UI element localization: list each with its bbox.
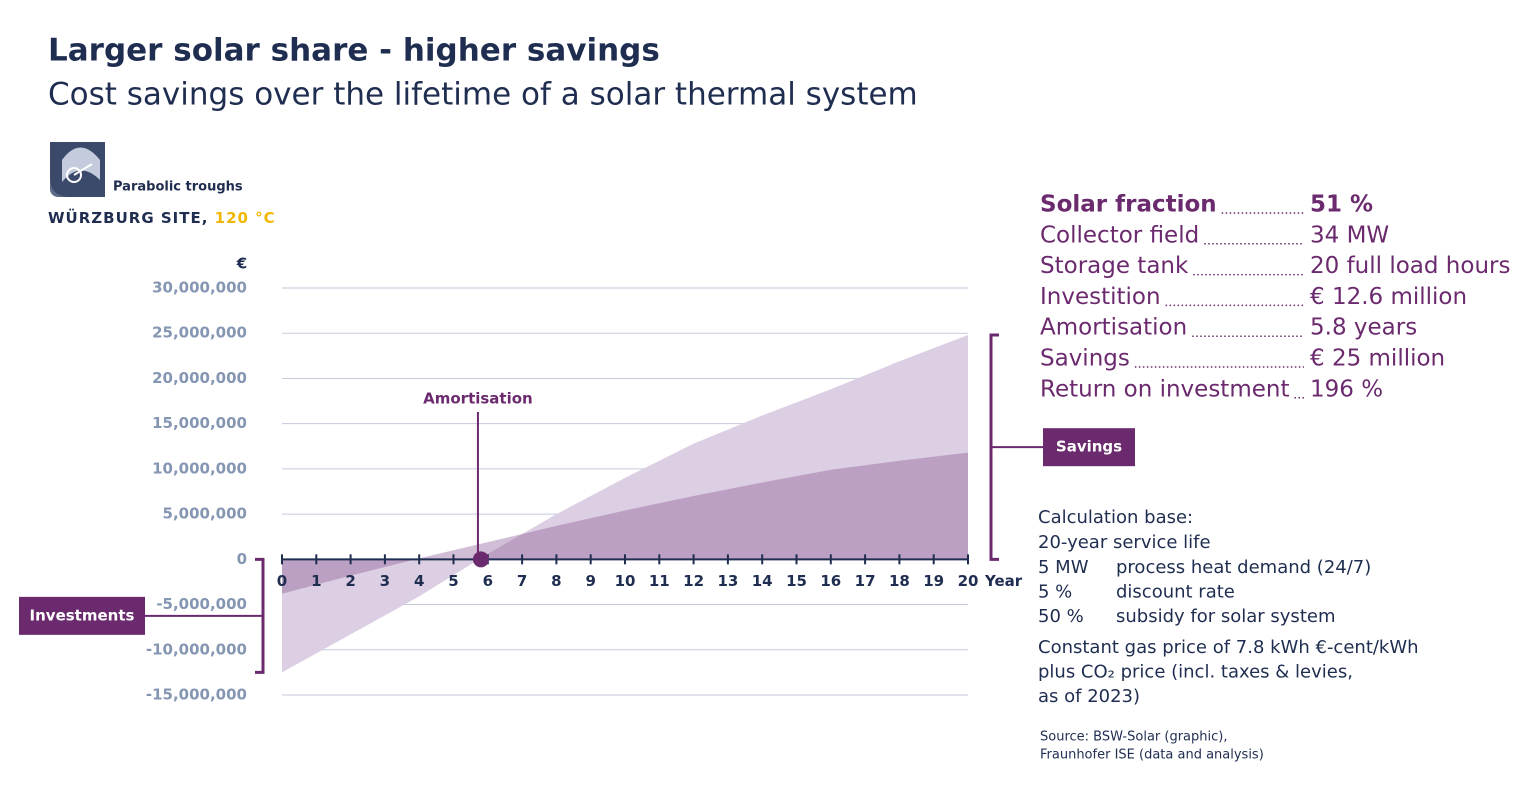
investments-box bbox=[19, 596, 145, 635]
x-tick-label: 18 bbox=[889, 572, 910, 590]
x-tick-label: 7 bbox=[517, 572, 527, 590]
key-label: Collector field bbox=[1040, 222, 1199, 248]
calc-key: 5 % bbox=[1038, 582, 1072, 603]
key-label: Return on investment bbox=[1040, 376, 1289, 402]
key-label: Savings bbox=[1040, 346, 1130, 372]
source: Fraunhofer ISE (data and analysis) bbox=[1040, 748, 1264, 763]
key-label: Amortisation bbox=[1040, 315, 1187, 341]
plot: -15,000,000 -10,000,000 -5,000,000 0 5,000,0… bbox=[19, 279, 1135, 704]
technology: Parabolic troughs bbox=[113, 180, 243, 195]
calc-desc: process heat demand (24/7) bbox=[1116, 557, 1371, 578]
x-tick-label: 9 bbox=[585, 572, 595, 590]
site-name: WÜRZBURG SITE, bbox=[48, 208, 215, 227]
y-tick-label: 15,000,000 bbox=[152, 414, 247, 432]
x-tick-label: 20 bbox=[958, 572, 979, 590]
y-tick-label: 0 bbox=[237, 550, 247, 568]
x-tick-label: 15 bbox=[786, 572, 807, 590]
x-tick-label: 14 bbox=[752, 572, 773, 590]
x-tick-label: 19 bbox=[923, 572, 944, 590]
amortisation-label: Amortisation bbox=[423, 390, 533, 408]
key-value: 34 MW bbox=[1310, 222, 1389, 248]
calc-desc: subsidy for solar system bbox=[1116, 606, 1335, 627]
x-tick-label: 13 bbox=[717, 572, 738, 590]
x-tick-label: 17 bbox=[855, 572, 876, 590]
y-tick-label: 5,000,000 bbox=[163, 505, 247, 523]
x-tick-label: 10 bbox=[615, 572, 636, 590]
x-tick-label: 16 bbox=[820, 572, 841, 590]
key-value: 196 % bbox=[1310, 376, 1383, 402]
amortisation-point bbox=[472, 551, 489, 568]
y-tick-label: -10,000,000 bbox=[146, 640, 247, 658]
y-tick-label: -15,000,000 bbox=[146, 686, 247, 704]
calc-key: 5 MW bbox=[1038, 557, 1089, 578]
x-tick-label: 12 bbox=[683, 572, 704, 590]
source: Source: BSW-Solar (graphic), bbox=[1040, 730, 1227, 745]
calculation-base: Calculation base: 20-year service life 5 M… bbox=[1038, 507, 1419, 763]
key-value: € 12.6 million bbox=[1310, 284, 1467, 310]
x-tick-label: 3 bbox=[380, 572, 390, 590]
key-value: 20 full load hours bbox=[1310, 253, 1510, 279]
y-tick-label: 20,000,000 bbox=[152, 369, 247, 387]
calc-note: as of 2023) bbox=[1038, 686, 1140, 707]
key-label: Storage tank bbox=[1040, 253, 1189, 279]
y-unit: € bbox=[236, 255, 247, 273]
savings-label: Savings bbox=[1056, 438, 1122, 456]
title: Larger solar share - higher savings bbox=[48, 33, 660, 69]
calc-desc: discount rate bbox=[1116, 582, 1235, 603]
key-value: 5.8 years bbox=[1310, 315, 1417, 341]
calc-key: 50 % bbox=[1038, 606, 1084, 627]
y-tick-label: 10,000,000 bbox=[152, 459, 247, 477]
x-axis-label: Year bbox=[984, 572, 1023, 590]
calc-note: plus CO₂ price (incl. taxes & levies, bbox=[1038, 662, 1353, 683]
calc-line: 20-year service life bbox=[1038, 532, 1211, 553]
y-tick-label: 30,000,000 bbox=[152, 279, 247, 297]
subtitle: Cost savings over the lifetime of a sola… bbox=[48, 77, 918, 113]
x-tick-label: 8 bbox=[551, 572, 561, 590]
savings-box bbox=[1043, 428, 1135, 467]
site-temp: 120 °C bbox=[215, 209, 276, 227]
logo bbox=[50, 142, 105, 197]
x-tick-label: 11 bbox=[649, 572, 670, 590]
key-figures: Solar fraction 51 % Collector field 34 MW St… bbox=[1040, 192, 1510, 403]
x-tick-label: 4 bbox=[414, 572, 424, 590]
y-tick-label: -5,000,000 bbox=[156, 595, 247, 613]
area bbox=[282, 335, 968, 673]
key-value: 51 % bbox=[1310, 192, 1373, 218]
calc-note: Constant gas price of 7.8 kWh €-cent/kWh bbox=[1038, 637, 1419, 658]
site: WÜRZBURG SITE, 120 °C bbox=[48, 208, 276, 227]
key-value: € 25 million bbox=[1310, 346, 1445, 372]
x-tick-label: 1 bbox=[311, 572, 321, 590]
calc-heading: Calculation base: bbox=[1038, 507, 1193, 528]
x-tick-label: 2 bbox=[345, 572, 355, 590]
x-tick-label: 5 bbox=[448, 572, 458, 590]
key-label: Investition bbox=[1040, 284, 1161, 310]
investments-label: Investments bbox=[30, 606, 135, 624]
key-label: Solar fraction bbox=[1040, 192, 1217, 218]
y-tick-label: 25,000,000 bbox=[152, 324, 247, 342]
x-tick-label: 6 bbox=[483, 572, 493, 590]
x-tick-label: 0 bbox=[277, 572, 287, 590]
